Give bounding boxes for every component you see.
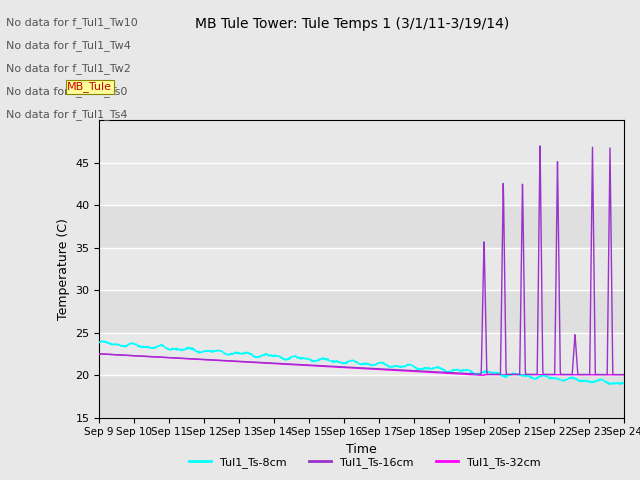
Y-axis label: Temperature (C): Temperature (C) xyxy=(57,218,70,320)
Text: MB_Tule: MB_Tule xyxy=(67,81,112,92)
Bar xyxy=(99,205,624,248)
X-axis label: Time: Time xyxy=(346,443,377,456)
Text: No data for f_Tul1_Tw10: No data for f_Tul1_Tw10 xyxy=(6,17,138,28)
Text: No data for f_Tul1_Tw4: No data for f_Tul1_Tw4 xyxy=(6,40,131,51)
Text: No data for f_Tul1_Tw2: No data for f_Tul1_Tw2 xyxy=(6,63,131,74)
Text: No data for f_Tul1_Ts0: No data for f_Tul1_Ts0 xyxy=(6,86,128,97)
Text: No data for f_Tul1_Ts4: No data for f_Tul1_Ts4 xyxy=(6,109,128,120)
Legend: Tul1_Ts-8cm, Tul1_Ts-16cm, Tul1_Ts-32cm: Tul1_Ts-8cm, Tul1_Ts-16cm, Tul1_Ts-32cm xyxy=(184,452,545,472)
Bar xyxy=(99,290,624,333)
Text: MB Tule Tower: Tule Temps 1 (3/1/11-3/19/14): MB Tule Tower: Tule Temps 1 (3/1/11-3/19… xyxy=(195,17,509,31)
Bar xyxy=(99,375,624,418)
